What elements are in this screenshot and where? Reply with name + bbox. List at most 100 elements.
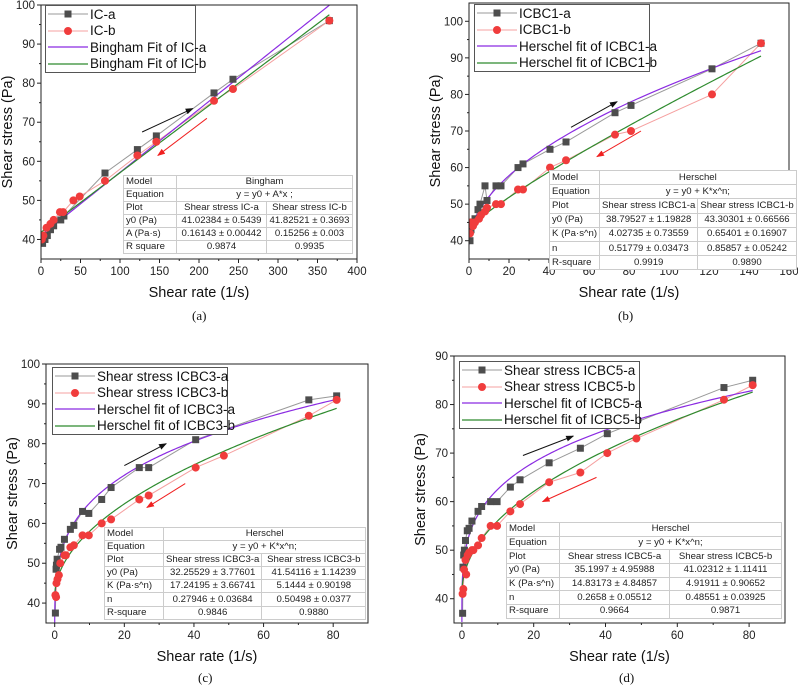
legend-label: Shear stress ICBC3-a [97, 368, 229, 384]
table-cell: y = y0 + K*x^n; [599, 184, 797, 200]
data-point-square [468, 517, 476, 525]
table-cell: y = y0 + K*x^n; [162, 540, 367, 555]
y-tick-label: 60 [22, 156, 35, 168]
data-point-square [460, 546, 468, 554]
table-cell: 0.9880 [261, 605, 367, 620]
data-point-square [478, 502, 486, 510]
y-tick-label: 60 [450, 163, 463, 175]
data-point-circle [54, 571, 63, 580]
subplot-c: 0 20 40 60 80 40 50 60 70 80 90 100 Shear rate (1/s)… [5, 359, 369, 665]
table-row: A (Pa·s) 0.16143 ± 0.00442 0.15256 ± 0.003 [123, 227, 353, 241]
table-cell: 43.30301 ± 0.66566 [697, 212, 797, 228]
table-row: Model Herschel [506, 522, 782, 537]
data-point-circle [219, 451, 228, 460]
axes-frame [45, 363, 369, 624]
fit-parameters-table: Model Herschel Equation y = y0 + K*x^n; Plot… [104, 526, 367, 620]
subplot-caption: (c) [198, 670, 213, 685]
data-point-circle [493, 521, 502, 530]
table-cell: 0.85857 ± 0.05242 [697, 240, 797, 257]
y-tick-label: 50 [435, 545, 448, 557]
y-tick-label: 50 [450, 199, 463, 211]
loading-arrow [141, 108, 194, 133]
data-point-square [487, 498, 495, 506]
legend-label: Herschel fit of ICBC5-b [504, 412, 643, 428]
data-point-square [476, 200, 484, 208]
x-tick-label: 300 [268, 266, 287, 278]
table-cell: 32.25529 ± 3.77601 [162, 566, 263, 581]
data-point-circle [56, 559, 65, 568]
legend-entry: Shear stress ICBC5-b [460, 379, 639, 396]
x-axis-label: Shear rate (1/s) [579, 285, 680, 301]
table-cell: y = y0 + A*x ; [176, 188, 353, 202]
table-cell: Shear stress IC-a [176, 201, 267, 215]
table-cell: Bingham [176, 175, 353, 189]
data-point-square [720, 384, 728, 392]
data-point-square [459, 609, 467, 617]
table-row: y0 (Pa) 38.79527 ± 1.19828 43.30301 ± 0.66… [548, 212, 797, 228]
table-row: Model Bingham [123, 175, 353, 189]
table-cell: n [548, 240, 601, 257]
legend-label: Bingham Fit of IC-b [90, 56, 207, 72]
legend-marker [478, 366, 486, 374]
y-tick-label: 80 [22, 78, 35, 90]
data-point-square [493, 498, 501, 506]
data-point-circle [474, 541, 483, 550]
data-point-circle [516, 500, 525, 509]
x-axis-label: Shear rate (1/s) [157, 649, 258, 665]
subplot-caption: (b) [618, 308, 634, 323]
legend-entry: IC-a [46, 6, 195, 23]
legend-symbol-icon [462, 382, 502, 391]
data-point-circle [497, 200, 505, 209]
y-axis-label: Shear stress (Pa) [428, 75, 444, 188]
subplot-caption: (d) [619, 670, 635, 685]
x-axis-label: Shear rate (1/s) [569, 649, 670, 665]
y-tick-label: 60 [435, 497, 448, 509]
table-cell: y0 (Pa) [123, 214, 177, 228]
x-tick-label: 0 [38, 266, 44, 278]
data-point-square [506, 483, 514, 491]
legend-label: Bingham Fit of IC-a [90, 39, 207, 55]
data-point-circle [719, 395, 728, 404]
legend-entry: Bingham Fit of IC-b [46, 56, 206, 73]
table-row: K (Pa·s^n) 4.02735 ± 0.73559 0.65401 ± 0.1… [548, 226, 797, 242]
table-cell: 0.16143 ± 0.00442 [176, 227, 267, 241]
table-cell: 0.2658 ± 0.05512 [559, 590, 670, 606]
data-point-circle [486, 521, 495, 530]
data-point-square [465, 524, 473, 532]
x-tick-label: 200 [189, 266, 208, 278]
data-point-circle [100, 176, 109, 185]
data-point-square [210, 89, 218, 97]
legend-entry: Bingham Fit of IC-a [46, 39, 206, 56]
y-axis-label: Shear stress (Pa) [5, 437, 21, 550]
y-tick-label: 70 [27, 479, 40, 491]
y-tick-label: 100 [21, 359, 40, 371]
data-point-circle [61, 551, 70, 560]
fit-curve-herschel-fit-of-icbc5-b [461, 391, 753, 594]
data-point-square [481, 182, 489, 190]
table-cell: Shear stress ICBC1-b [697, 198, 797, 214]
y-tick-label: 80 [27, 439, 40, 451]
table-cell: Shear stress ICBC5-b [669, 549, 782, 565]
x-tick-label: 60 [671, 630, 684, 642]
table-cell: 35.1997 ± 4.95988 [559, 563, 670, 578]
data-point-circle [611, 130, 619, 139]
x-tick-label: 400 [347, 266, 366, 278]
legend-entry: Herschel fit of ICBC3-a [53, 401, 235, 418]
y-tick-label: 70 [450, 126, 463, 138]
table-cell: R-square [104, 605, 164, 620]
axes-frame [453, 355, 786, 624]
legend-marker [493, 25, 501, 34]
data-point-circle [748, 381, 757, 390]
data-point-square [474, 206, 482, 214]
legend-entry: IC-b [46, 23, 195, 40]
y-tick-label: 70 [22, 117, 35, 129]
table-cell: y0 (Pa) [506, 563, 560, 578]
data-point-square [603, 430, 611, 438]
y-tick-label: 50 [22, 195, 35, 207]
table-row: n 0.27946 ± 0.03684 0.50498 ± 0.0377 [104, 592, 367, 607]
y-tick-label: 80 [435, 400, 448, 412]
data-point-circle [41, 231, 48, 240]
table-row: Model Herschel [548, 169, 797, 186]
table-row: R-square 0.9846 0.9880 [104, 605, 367, 620]
table-cell: y0 (Pa) [548, 212, 601, 228]
